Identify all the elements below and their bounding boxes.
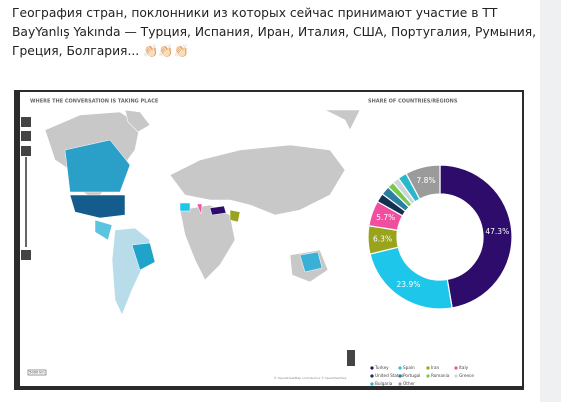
zoom-in[interactable] (21, 146, 31, 156)
data-label: 6.3% (373, 234, 392, 243)
post-line: География стран, поклонники из которых с… (12, 6, 498, 20)
legend-label: Spain (403, 365, 415, 370)
legend-swatch (398, 374, 402, 378)
legend-swatch (426, 366, 430, 370)
data-label: 7.8% (417, 176, 436, 185)
scale-bar (27, 369, 47, 376)
legend-label: United States (375, 373, 403, 378)
data-label: 23.9% (397, 280, 421, 289)
legend-swatch (398, 366, 402, 370)
legend-label: Iran (431, 365, 440, 370)
post-line: Греция, Болгария... 👏🏻👏🏻👏🏻 (12, 44, 190, 58)
legend-label: Greece (459, 373, 474, 378)
sidebar (540, 0, 561, 402)
zoom-slider (25, 157, 27, 247)
legend-swatch (398, 382, 402, 386)
map-button[interactable] (21, 131, 31, 141)
scale-label: 5000 km (29, 371, 45, 375)
legend-swatch (370, 366, 374, 370)
donut-slice (439, 164, 513, 309)
post-text: География стран, поклонники из которых с… (12, 4, 536, 61)
legend-label: Romania (431, 373, 450, 378)
legend-swatch (454, 374, 458, 378)
legend-label: Italy (459, 365, 469, 370)
legend-label: Portugal (403, 373, 420, 378)
legend-swatch (370, 374, 374, 378)
legend-label: Bulgaria (375, 381, 393, 386)
data-label: 5.7% (376, 213, 395, 222)
data-label: 47.3% (485, 227, 509, 236)
zoom-out[interactable] (21, 250, 31, 260)
collapse-button[interactable] (347, 350, 355, 366)
zoom-controls (21, 117, 355, 366)
chart-title: SHARE OF COUNTRIES/REGIONS (368, 99, 458, 105)
legend-swatch (454, 366, 458, 370)
map-title: WHERE THE CONVERSATION IS TAKING PLACE (30, 99, 159, 105)
legend-label: Other (403, 381, 415, 386)
legend-label: Turkey (374, 365, 389, 370)
post-line: BayYanlış Yakında — Турция, Испания, Ира… (12, 25, 537, 39)
highlighted-countries (64, 139, 323, 273)
map-button[interactable] (21, 117, 31, 127)
donut-slice (405, 164, 441, 200)
legend-swatch (370, 382, 374, 386)
legend-swatch (426, 374, 430, 378)
attribution: © OpenStreetMap contributors © OpenMapTi… (274, 376, 347, 380)
